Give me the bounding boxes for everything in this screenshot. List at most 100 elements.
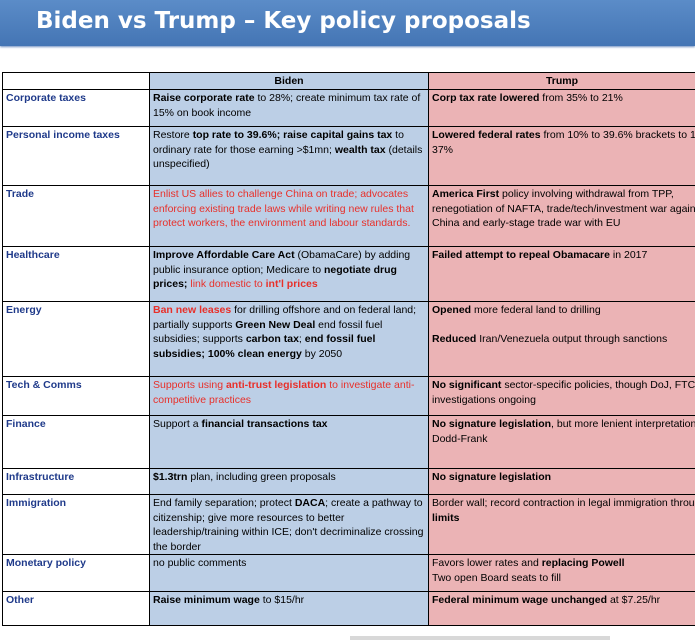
row-category: Energy <box>2 301 150 377</box>
cell-text-run: End family separation; protect <box>153 497 295 509</box>
cell-text-run: Raise minimum wage <box>153 594 260 607</box>
biden-cell: Raise corporate rate to 28%; create mini… <box>149 89 429 127</box>
table-row: Infrastructure $1.3trn plan, including g… <box>2 468 695 495</box>
trump-cell: Opened more federal land to drilling Redu… <box>428 301 695 377</box>
cell-text-run: No significant <box>432 379 502 391</box>
cell-text-run: from 10% to 39.6% brackets to 10% to <box>543 129 694 141</box>
table-row: Energy Ban new leases for drilling offsh… <box>2 301 695 377</box>
cell-text-run: Favors lower rates and <box>432 557 542 570</box>
trump-cell: America First policy involving withdrawa… <box>428 185 695 247</box>
trump-cell: No significant sector-specific policies,… <box>428 376 695 416</box>
biden-cell: $1.3trn plan, including green proposals <box>149 468 429 495</box>
row-category: Trade <box>2 185 150 247</box>
table-row: Monetary policy no public comments Favor… <box>2 554 695 593</box>
trump-cell: No signature legislation <box>428 468 695 495</box>
cell-text-run: int'l prices <box>265 278 318 291</box>
cell-text-run: by 2050 <box>301 347 343 360</box>
cell-text-run: 37% <box>432 143 454 156</box>
cell-text-run: no public comments <box>153 557 247 570</box>
row-category: Tech & Comms <box>2 376 150 416</box>
table-row: Other Raise minimum wage to $15/hr Feder… <box>2 591 695 627</box>
row-category: Healthcare <box>2 246 150 302</box>
cell-text-run: ; <box>298 333 305 346</box>
cell-text-run: Lowered federal rates <box>432 129 541 141</box>
cell-text-run: from 35% to 21% <box>539 92 623 104</box>
cell-text-run: $1.3trn <box>153 471 188 483</box>
row-category: Immigration <box>2 493 150 556</box>
cell-text-run: in 2017 <box>609 249 648 261</box>
footer-fade-divider <box>350 636 610 640</box>
row-category: Personal income taxes <box>2 126 150 186</box>
biden-cell: Support a financial transactions tax <box>149 415 429 469</box>
cell-text-run: more federal land to drilling <box>471 304 601 316</box>
cell-text-run: to 28%; create minimum tax rate of 15% o… <box>153 92 421 119</box>
cell-text-run: plan, including green proposals <box>187 471 336 483</box>
trump-cell: Corp tax rate lowered from 35% to 21% <box>428 89 695 127</box>
cell-text-run: link domestic to <box>187 278 266 291</box>
trump-cell: Favors lower rates and replacing Powell T… <box>428 554 695 593</box>
cell-text-run: to investigate anti-competitive practice… <box>153 379 415 406</box>
table-row: Immigration End family separation; prote… <box>2 493 695 556</box>
table-row: Corporate taxes Raise corporate rate to … <box>2 89 695 127</box>
cell-text-run: Border wall; record contraction in legal… <box>432 497 695 509</box>
cell-text-run: (ObamaCare) by adding public insurance o… <box>153 249 411 276</box>
cell-text-run: Green New Deal <box>235 318 316 331</box>
cell-text-run: limits <box>432 511 460 524</box>
cell-text-run: end fossil fuel subsidies; 100% clean en… <box>153 333 376 360</box>
biden-cell: End family separation; protect DACA; cre… <box>149 493 429 556</box>
table-row: Finance Support a financial transactions… <box>2 415 695 469</box>
biden-cell: Ban new leases for drilling offshore and… <box>149 301 429 377</box>
row-category: Other <box>2 591 150 627</box>
cell-text-run: renegotiation of NAFTA, trade/tech/inves… <box>432 202 695 215</box>
cell-text-run: Iran/Venezuela output through sanctions <box>476 333 668 346</box>
biden-cell: no public comments <box>149 554 429 593</box>
cell-text-run: Ban new leases <box>153 304 232 316</box>
cell-text-run: No signature legislation <box>432 418 552 430</box>
cell-text-run: Opened <box>432 304 472 316</box>
cell-text-run: negotiate drug prices; <box>153 263 397 291</box>
header-biden: Biden <box>149 72 429 90</box>
trump-cell: Border wall; record contraction in legal… <box>428 493 695 556</box>
cell-text-run: Federal minimum wage unchanged <box>432 594 608 607</box>
cell-text-run: China and early-stage trade war with EU <box>432 217 621 230</box>
biden-cell: Supports using anti-trust legislation to… <box>149 376 429 416</box>
cell-text-run: DACA <box>294 497 326 509</box>
biden-cell: Enlist US allies to challenge China on t… <box>149 185 429 247</box>
table-row: Healthcare Improve Affordable Care Act (… <box>2 246 695 302</box>
cell-text-run: for drilling offshore and on federal lan… <box>153 304 417 331</box>
cell-text-run: financial transactions tax <box>201 418 328 430</box>
row-category: Finance <box>2 415 150 469</box>
cell-text-run: Raise corporate rate <box>153 92 255 104</box>
cell-text-run: No signature legislation <box>432 471 552 483</box>
cell-text-run: wealth tax <box>334 143 386 156</box>
policy-table: Biden Trump Corporate taxes Raise corpor… <box>2 72 695 627</box>
cell-text-run: Two open Board seats to fill <box>432 571 561 584</box>
cell-text-run: to $15/hr <box>259 594 305 607</box>
title-banner: Biden vs Trump – Key policy proposals <box>0 0 695 46</box>
cell-text-run: Enlist US allies to challenge China on t… <box>153 188 414 230</box>
row-category: Monetary policy <box>2 554 150 593</box>
cell-text-run: Corp tax rate lowered <box>432 92 540 104</box>
cell-text-run: , but more lenient interpretation of <box>551 418 695 430</box>
cell-text-run: Improve Affordable Care Act <box>153 249 295 261</box>
cell-text-run: Reduced <box>432 333 477 346</box>
cell-text-run: Support a <box>153 418 202 430</box>
trump-cell: No signature legislation, but more lenie… <box>428 415 695 469</box>
cell-text-run: investigations ongoing <box>432 393 536 406</box>
biden-cell: Improve Affordable Care Act (ObamaCare) … <box>149 246 429 302</box>
page-title: Biden vs Trump – Key policy proposals <box>36 8 531 34</box>
header-category <box>2 72 150 90</box>
trump-cell: Lowered federal rates from 10% to 39.6% … <box>428 126 695 186</box>
row-category: Corporate taxes <box>2 89 150 127</box>
biden-cell: Raise minimum wage to $15/hr <box>149 591 429 627</box>
cell-text-run: sector-specific policies, though DoJ, FT… <box>504 379 695 391</box>
cell-text-run: (details unspecified) <box>153 143 423 171</box>
cell-text-run: Restore <box>153 129 193 141</box>
table-row: Personal income taxes Restore top rate t… <box>2 126 695 186</box>
cell-text-run: to ordinary rate for those earning >$1mn… <box>153 129 404 156</box>
cell-text-run: ; create a pathway to citizenship; give … <box>153 497 424 553</box>
trump-cell: Federal minimum wage unchanged at $7.25/… <box>428 591 695 627</box>
cell-text-run: Failed attempt to repeal Obamacare <box>432 249 610 261</box>
cell-text-run: anti-trust legislation <box>225 379 327 391</box>
cell-text-run: Supports using <box>153 379 226 391</box>
